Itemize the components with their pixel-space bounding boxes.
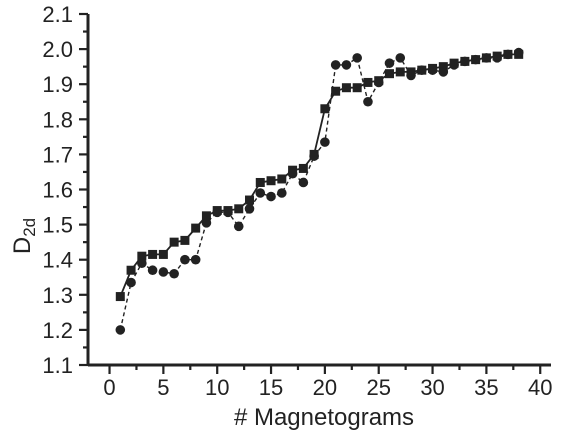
data-point-circle — [470, 54, 481, 65]
data-point-square — [169, 237, 179, 247]
data-point-circle — [406, 70, 416, 81]
data-point-circle — [373, 77, 384, 88]
data-point-square — [234, 204, 244, 214]
series-square — [115, 49, 524, 302]
data-point-square — [126, 265, 136, 275]
series-line — [119, 53, 519, 297]
data-point-circle — [460, 56, 470, 67]
data-point-circle — [223, 207, 233, 218]
data-point-square — [352, 83, 362, 93]
y-axis-title-main: D — [9, 237, 36, 254]
data-point-circle — [266, 191, 276, 202]
data-point-circle — [503, 49, 513, 60]
data-point-square — [298, 163, 308, 173]
data-point-square — [320, 104, 330, 114]
data-point-circle — [438, 67, 449, 77]
data-point-circle — [395, 53, 406, 63]
data-point-circle — [201, 218, 212, 228]
data-point-square — [158, 249, 168, 259]
data-point-circle — [341, 60, 352, 70]
data-point-circle — [363, 96, 373, 107]
data-point-circle — [492, 53, 502, 63]
data-point-square — [363, 77, 373, 87]
data-point-square — [266, 176, 276, 186]
data-point-circle — [427, 65, 438, 75]
x-tick-label: 20 — [313, 375, 337, 400]
data-point-square — [201, 211, 211, 221]
data-point-square — [245, 195, 255, 205]
data-point-circle — [255, 188, 266, 198]
series-layer — [115, 47, 524, 335]
data-point-circle — [233, 221, 244, 232]
data-point-circle — [190, 254, 201, 265]
data-point-circle — [277, 188, 287, 198]
y-tick-label: 1.8 — [42, 107, 73, 132]
y-tick-label: 1.5 — [42, 213, 73, 238]
axes — [86, 14, 551, 367]
data-point-circle — [309, 151, 319, 161]
tick-labels: 0 5 10 15 20 25 30 35 40 1.1 1.2 1.3 1.4 1.5 1.6 1.7 1.8… — [42, 2, 552, 400]
data-point-square — [255, 177, 265, 187]
data-point-square — [384, 69, 394, 79]
x-tick-label: 40 — [528, 375, 552, 400]
y-tick-label: 1.1 — [42, 353, 73, 378]
data-point-square — [191, 223, 201, 233]
x-tick-label: 10 — [205, 375, 229, 400]
data-point-square — [115, 292, 125, 302]
y-tick-label: 1.9 — [42, 72, 73, 97]
data-point-circle — [513, 47, 524, 58]
y-tick-label: 1.3 — [42, 283, 73, 308]
data-point-square — [180, 235, 190, 245]
data-point-circle — [449, 60, 459, 70]
data-point-circle — [416, 65, 427, 75]
data-point-square — [395, 67, 405, 77]
data-point-circle — [244, 204, 255, 214]
series-circle — [115, 47, 524, 335]
data-point-circle — [298, 177, 309, 188]
x-tick-label: 5 — [157, 375, 169, 400]
data-point-circle — [147, 265, 158, 276]
data-point-circle — [115, 325, 126, 335]
series-line — [119, 51, 519, 331]
data-point-circle — [320, 137, 330, 147]
y-tick-label: 1.7 — [42, 142, 73, 167]
data-point-circle — [352, 53, 362, 63]
data-point-circle — [126, 277, 136, 288]
data-point-square — [277, 174, 287, 184]
data-point-circle — [384, 58, 395, 68]
data-point-circle — [330, 60, 341, 70]
data-point-circle — [212, 207, 223, 218]
y-tick-label: 1.2 — [42, 318, 73, 343]
x-tick-label: 30 — [420, 375, 444, 400]
ticks — [79, 12, 542, 374]
x-tick-label: 0 — [103, 375, 115, 400]
y-tick-label: 1.6 — [42, 178, 73, 203]
data-point-square — [148, 249, 158, 259]
data-point-circle — [180, 254, 190, 265]
y-tick-label: 2.1 — [42, 2, 73, 27]
y-axis-title-sub: 2d — [20, 218, 39, 237]
data-point-square — [137, 251, 147, 261]
data-point-circle — [481, 53, 492, 63]
y-tick-label: 1.4 — [42, 248, 73, 273]
data-point-circle — [158, 267, 169, 277]
y-tick-label: 2.0 — [42, 37, 73, 62]
data-point-circle — [287, 168, 298, 179]
x-tick-label: 25 — [366, 375, 390, 400]
x-tick-label: 15 — [259, 375, 283, 400]
x-tick-label: 35 — [474, 375, 498, 400]
data-point-circle — [169, 268, 179, 279]
data-point-square — [331, 86, 341, 96]
y-axis-title: D2d — [9, 218, 39, 254]
data-point-square — [341, 83, 351, 93]
data-point-square — [438, 62, 448, 72]
x-axis-title: # Magnetograms — [234, 404, 414, 431]
data-point-circle — [137, 258, 147, 269]
